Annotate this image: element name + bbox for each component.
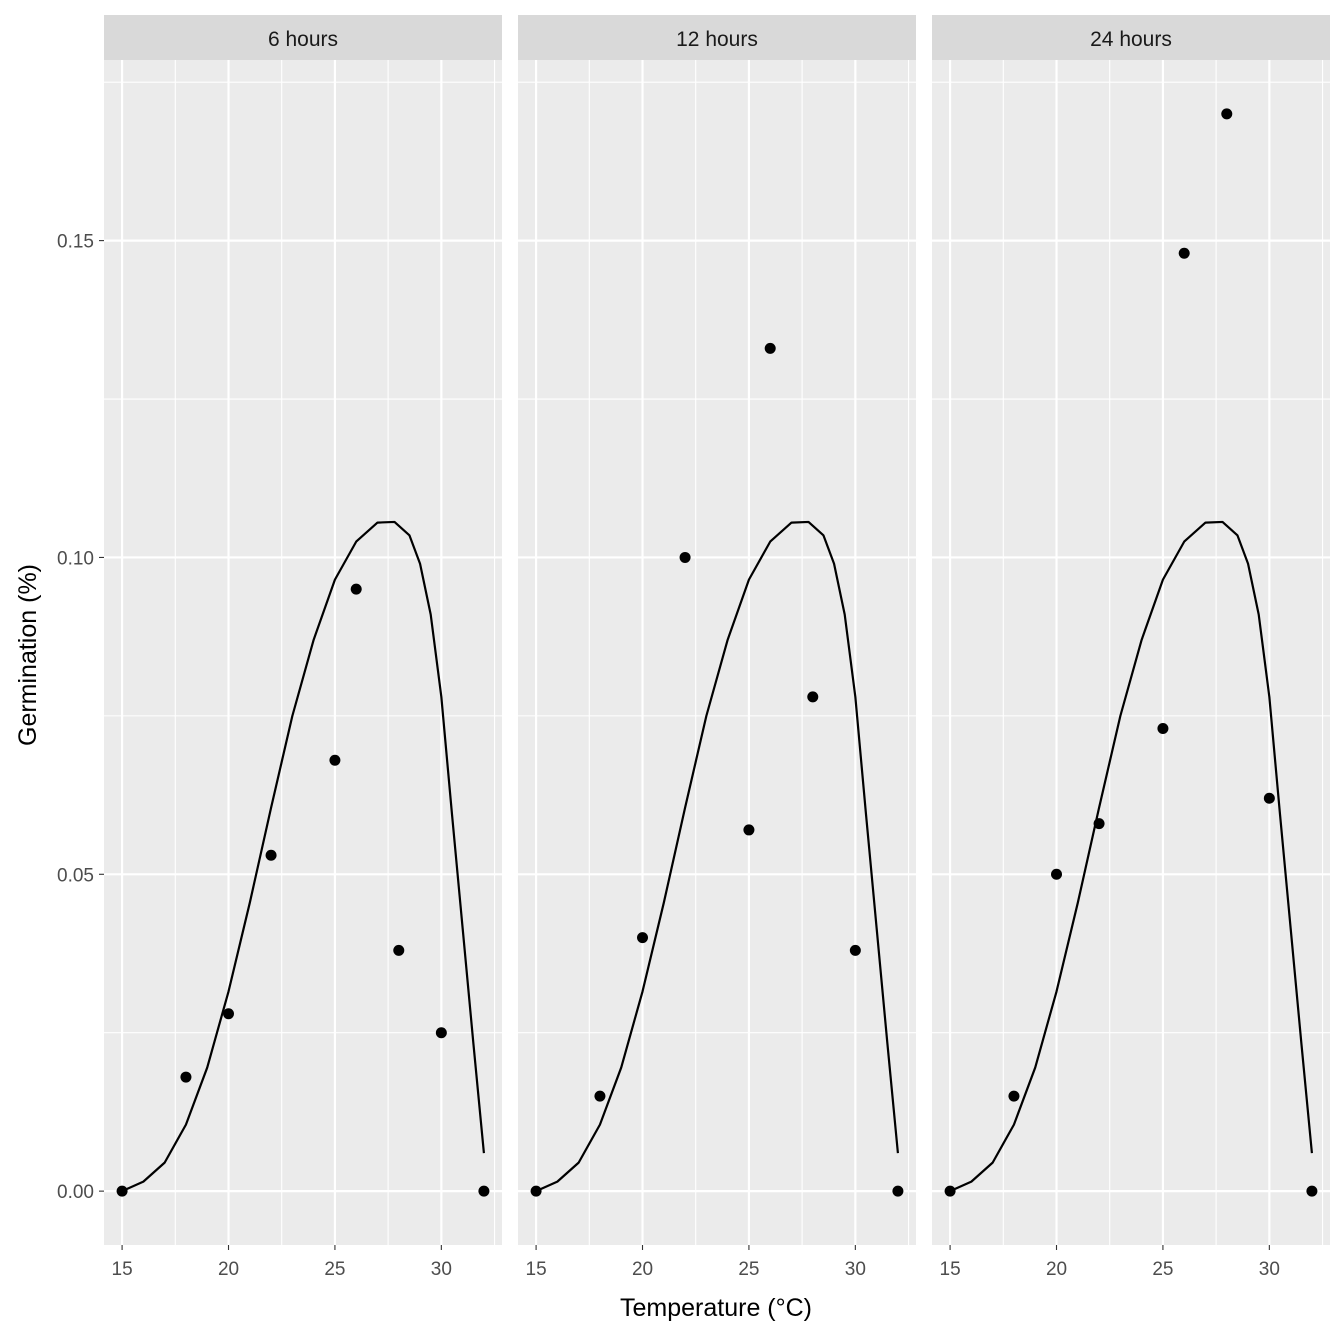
data-point (1221, 108, 1233, 120)
x-tick-label: 20 (1046, 1259, 1067, 1280)
y-tick-label: 0.10 (57, 548, 94, 569)
data-point (329, 754, 341, 766)
x-tick-label: 15 (526, 1259, 547, 1280)
facet-panel-2: 12 hours 15 20 25 30 (518, 15, 916, 1280)
fitted-curve (535, 520, 900, 1193)
data-point (435, 1027, 447, 1039)
data-point (764, 342, 776, 354)
x-tick-label: 30 (431, 1259, 452, 1280)
facet-panel-3: 24 hours 15 20 25 30 (932, 15, 1330, 1280)
data-point (1178, 247, 1190, 259)
data-point (944, 1185, 956, 1197)
data-point (1263, 792, 1275, 804)
facet-strip (104, 15, 502, 60)
data-point (1051, 868, 1063, 880)
data-point (223, 1008, 235, 1020)
data-point (1093, 818, 1105, 830)
y-tick-label: 0.05 (57, 865, 94, 886)
y-axis-title: Germination (%) (14, 564, 42, 746)
data-point (265, 849, 277, 861)
x-tick-label: 25 (738, 1259, 759, 1280)
facet-strip-label: 12 hours (676, 28, 758, 51)
data-point (892, 1185, 904, 1197)
x-tick-label: 20 (632, 1259, 653, 1280)
facet-strip-label: 24 hours (1090, 28, 1172, 51)
data-point (1306, 1185, 1318, 1197)
fitted-curve (949, 520, 1314, 1193)
data-point (180, 1071, 192, 1083)
data-point (1157, 723, 1169, 735)
data-point (743, 824, 755, 836)
data-point (637, 932, 649, 944)
x-tick-label: 25 (324, 1259, 345, 1280)
x-tick-label: 15 (112, 1259, 133, 1280)
data-point (594, 1090, 606, 1102)
data-point (849, 944, 861, 956)
y-tick-label: 0.00 (57, 1182, 94, 1203)
data-point (530, 1185, 542, 1197)
x-axis-title: Temperature (°C) (620, 1294, 812, 1322)
facet-strip (932, 15, 1330, 60)
data-point (679, 551, 691, 563)
data-point (1008, 1090, 1020, 1102)
x-tick-label: 15 (940, 1259, 961, 1280)
data-point (393, 944, 405, 956)
fitted-curve (121, 520, 486, 1193)
x-tick-label: 20 (218, 1259, 239, 1280)
facet-strip-label: 6 hours (268, 28, 338, 51)
facet-strip (518, 15, 916, 60)
x-tick-label: 30 (845, 1259, 866, 1280)
data-point (478, 1185, 490, 1197)
x-tick-label: 30 (1259, 1259, 1280, 1280)
y-tick-label: 0.15 (57, 232, 94, 253)
data-point (350, 583, 362, 595)
data-point (116, 1185, 128, 1197)
facet-panel-1: 6 hours 15 20 25 30 (104, 15, 502, 1280)
data-point (807, 691, 819, 703)
x-tick-label: 25 (1152, 1259, 1173, 1280)
